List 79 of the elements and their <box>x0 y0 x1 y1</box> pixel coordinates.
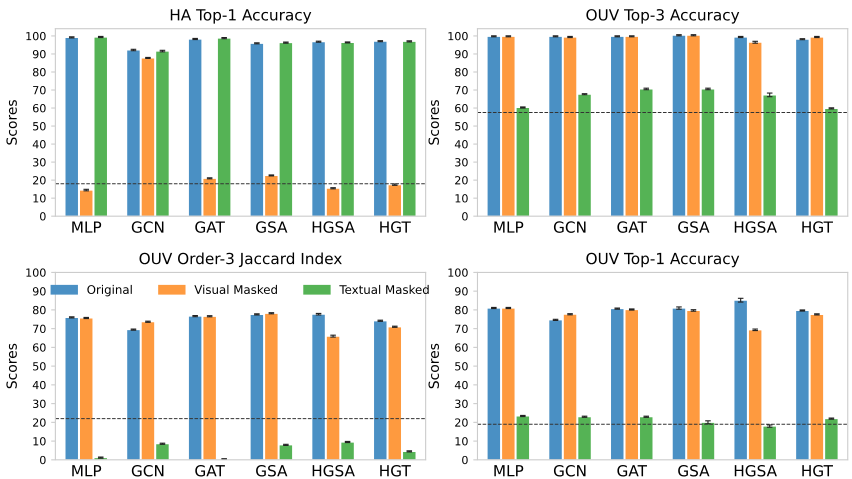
y-tick-label: 100 <box>448 32 468 40</box>
y-tick-label: 80 <box>455 68 468 76</box>
y-tick-label: 40 <box>32 140 46 148</box>
y-tick-label: 50 <box>455 122 468 130</box>
x-tick-label: HGSA <box>734 464 777 477</box>
y-tick-label: 30 <box>455 158 468 166</box>
y-tick-label: 0 <box>40 212 46 221</box>
y-axis-title: Scores <box>428 100 439 145</box>
x-tick-label: HGSA <box>734 221 777 233</box>
x-tick-label: GSA <box>678 221 710 233</box>
y-tick-label: 70 <box>455 86 468 94</box>
y-tick-label: 20 <box>33 176 46 185</box>
y-tick-label: 60 <box>455 104 468 112</box>
y-tick-label: 10 <box>33 437 46 446</box>
x-tick-label: MLP <box>494 222 524 233</box>
y-tick-label: 90 <box>32 50 46 58</box>
y-tick-label: 40 <box>32 380 46 390</box>
x-tick-label: GCN <box>554 464 586 477</box>
y-tick-label: 100 <box>26 268 46 277</box>
chart-title: OUV Top-3 Accuracy <box>586 9 740 24</box>
y-tick-label: 10 <box>33 194 46 203</box>
x-tick-label: MLP <box>494 465 524 476</box>
x-tick-label: HGT <box>380 464 411 477</box>
y-tick-label: 30 <box>33 158 46 166</box>
legend-label: Original <box>87 284 132 296</box>
y-tick-label: 90 <box>455 50 468 58</box>
y-tick-label: 70 <box>455 324 468 334</box>
x-tick-label: GCN <box>554 221 586 233</box>
y-tick-label: 90 <box>32 287 46 296</box>
y-tick-label: 80 <box>32 68 46 76</box>
x-tick-label: MLP <box>72 222 102 233</box>
y-tick-label: 70 <box>33 324 46 334</box>
x-tick-label: GAT <box>195 464 225 477</box>
y-tick-label: 50 <box>455 362 468 370</box>
y-axis-title: Scores <box>428 344 439 388</box>
x-tick-label: HGSA <box>312 464 355 477</box>
x-tick-label: GAT <box>195 221 225 233</box>
y-tick-label: 10 <box>456 437 468 446</box>
y-tick-label: 20 <box>33 418 46 427</box>
y-tick-label: 30 <box>455 400 468 408</box>
y-tick-label: 0 <box>462 456 468 464</box>
y-axis-title: Scores <box>6 344 17 388</box>
y-tick-label: 0 <box>462 212 468 221</box>
y-tick-label: 70 <box>33 86 46 94</box>
chart-title: OUV Order-3 Jaccard Index <box>140 252 342 268</box>
y-tick-label: 0 <box>40 456 46 464</box>
x-tick-label: HGT <box>802 464 833 477</box>
x-tick-label: GSA <box>256 464 288 477</box>
x-tick-label: GAT <box>617 221 648 233</box>
y-tick-label: 80 <box>455 306 468 314</box>
x-tick-label: HGT <box>802 221 833 233</box>
legend-label: Visual Masked <box>194 284 277 294</box>
y-tick-label: 80 <box>32 306 46 314</box>
y-tick-label: 30 <box>33 400 46 408</box>
y-tick-label: 20 <box>455 176 468 185</box>
y-tick-label: 60 <box>32 104 46 112</box>
x-tick-label: MLP <box>72 465 102 476</box>
y-tick-label: 100 <box>448 268 468 277</box>
legend-label: Textual Masked <box>339 284 429 294</box>
y-tick-label: 40 <box>454 380 468 390</box>
x-tick-label: HGSA <box>312 221 355 233</box>
x-tick-label: GAT <box>617 464 648 477</box>
y-tick-label: 40 <box>454 140 468 148</box>
y-tick-label: 60 <box>455 343 468 352</box>
y-axis-title: Scores <box>6 100 17 145</box>
y-tick-label: 90 <box>455 287 468 296</box>
chart-title: HA Top-1 Accuracy <box>170 9 312 24</box>
chart-title: OUV Top-1 Accuracy <box>586 252 740 268</box>
y-tick-label: 10 <box>456 194 468 203</box>
x-tick-label: GSA <box>256 221 288 233</box>
y-tick-label: 60 <box>32 343 46 352</box>
y-tick-label: 50 <box>33 362 46 370</box>
y-tick-label: 50 <box>33 122 46 130</box>
y-tick-label: 20 <box>455 418 468 427</box>
x-tick-label: GSA <box>678 464 710 477</box>
x-tick-label: GCN <box>132 221 164 233</box>
x-tick-label: GCN <box>132 464 164 477</box>
x-tick-label: HGT <box>380 221 411 233</box>
y-tick-label: 100 <box>26 32 46 40</box>
